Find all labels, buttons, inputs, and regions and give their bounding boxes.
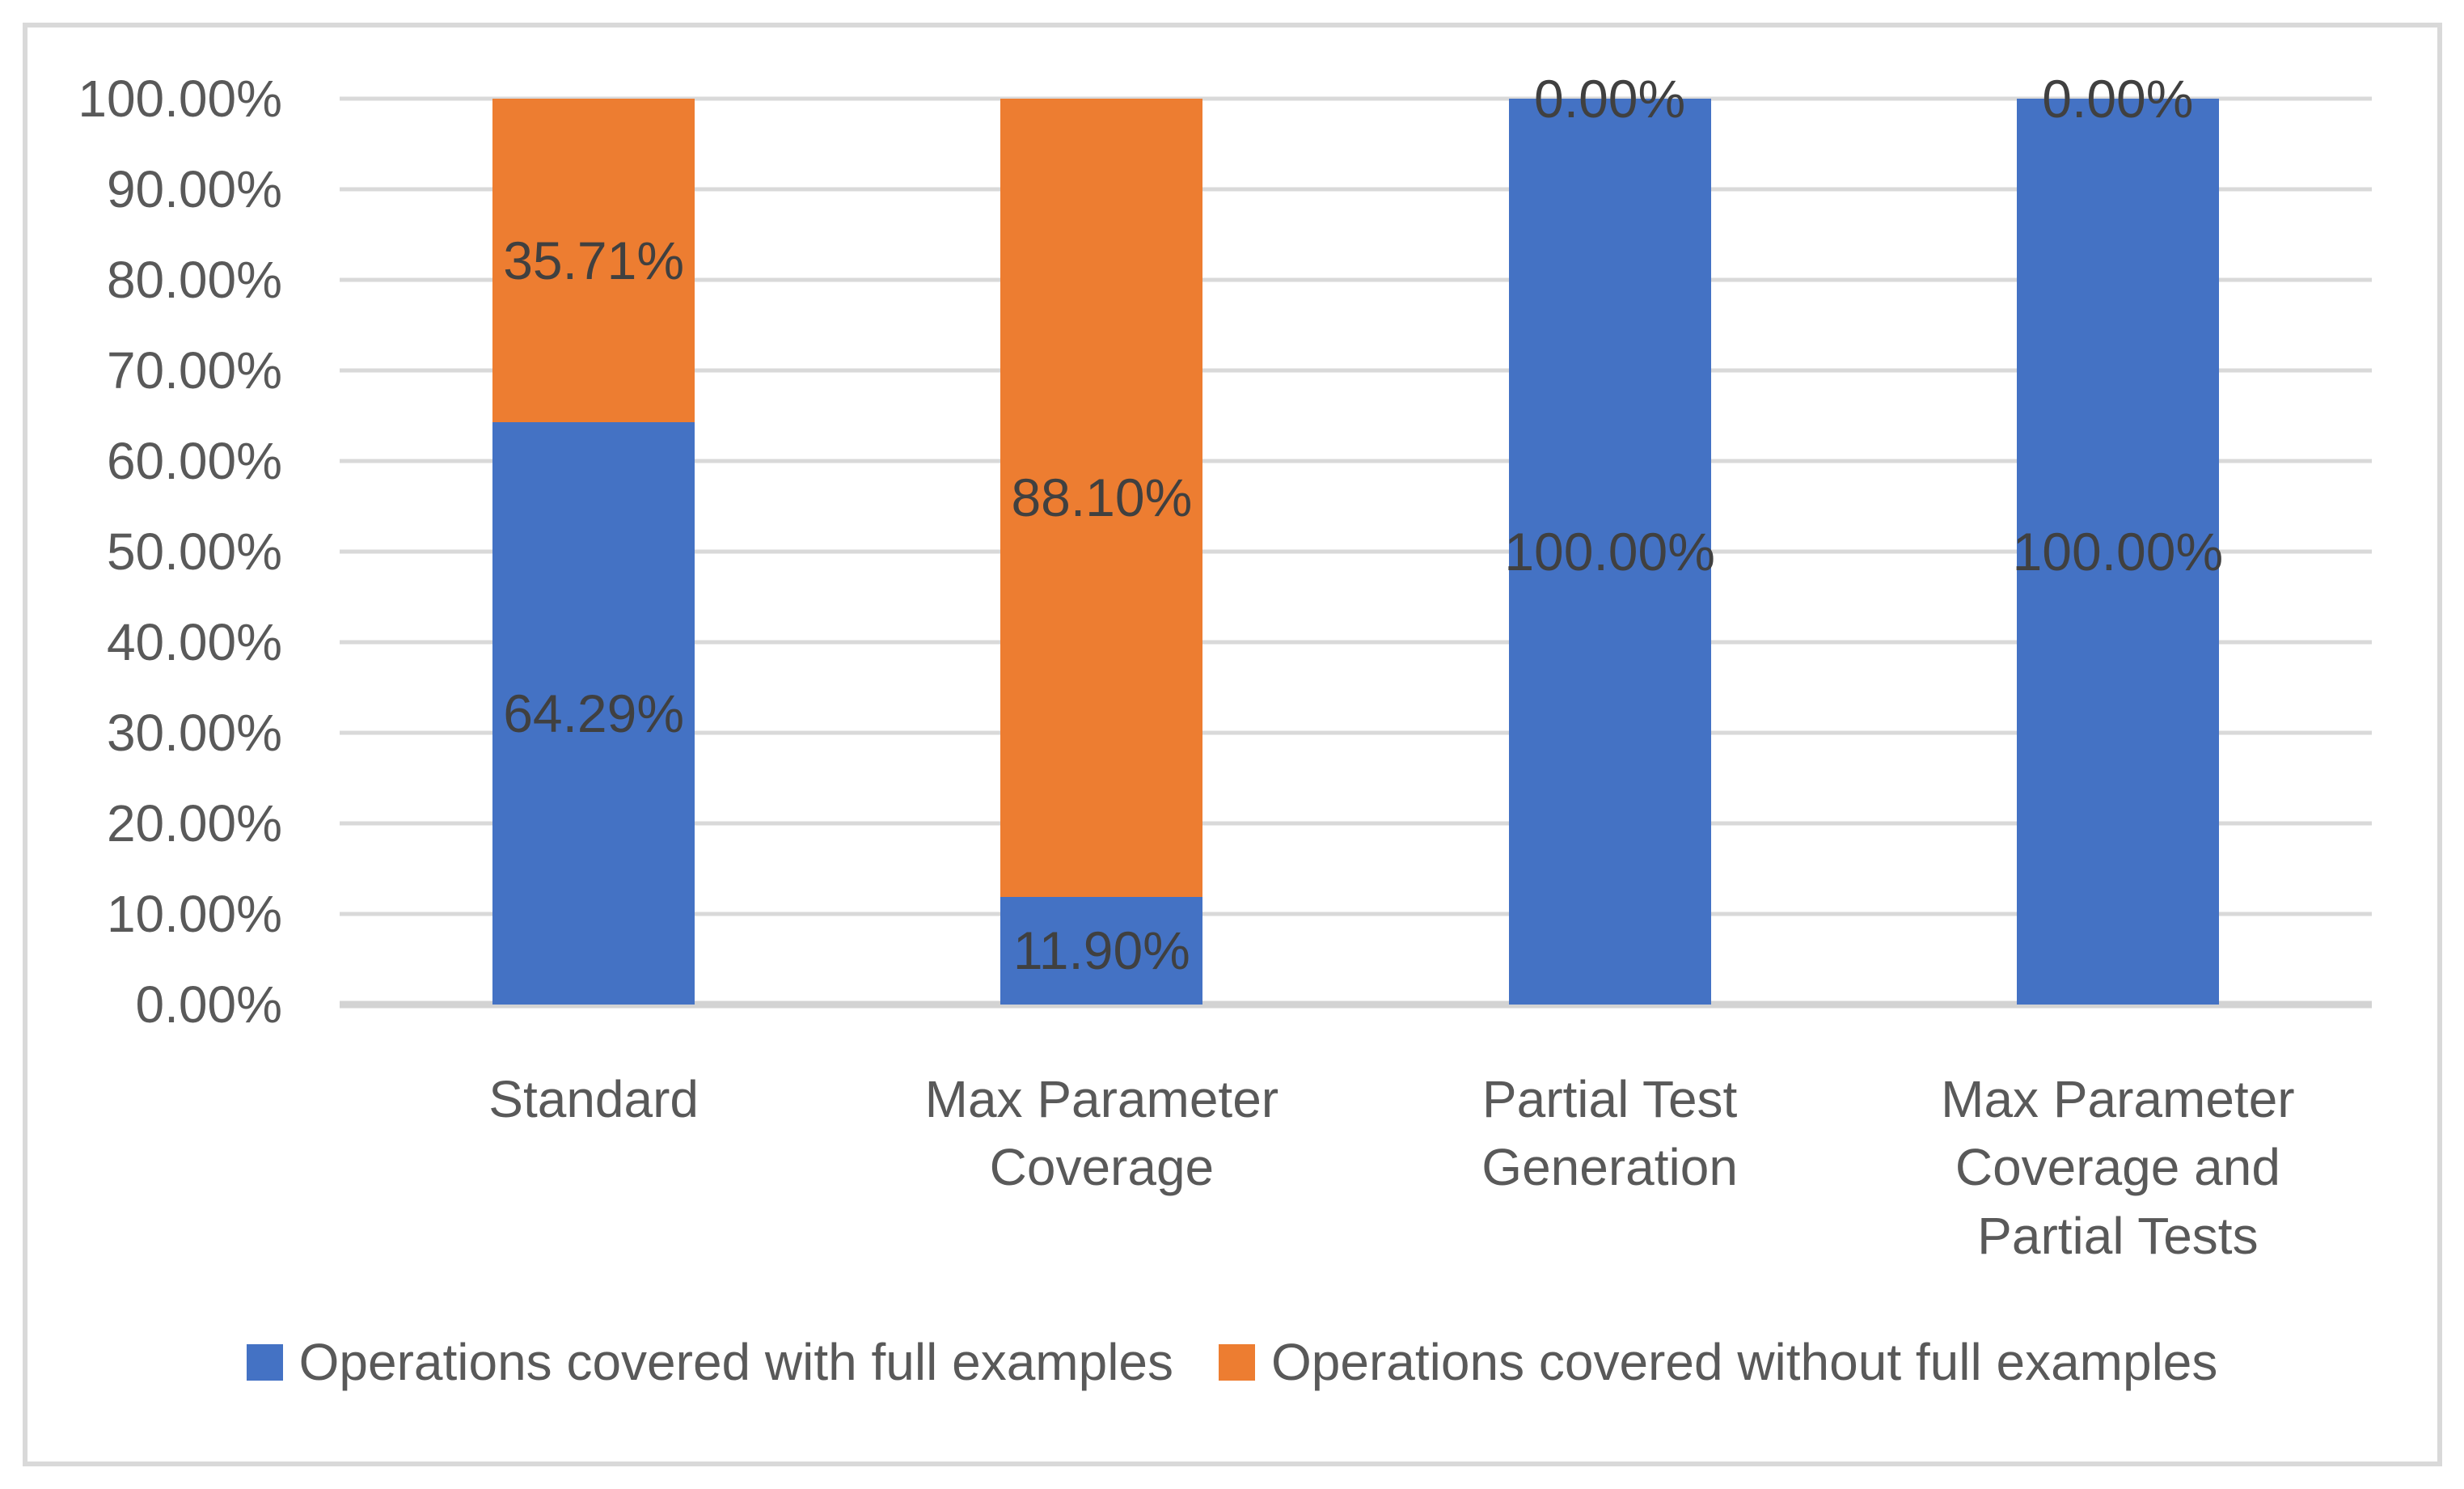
legend: Operations covered with full examples Ope… bbox=[0, 1336, 2464, 1388]
x-category-slot: Standard bbox=[340, 1065, 847, 1270]
data-label: 0.00% bbox=[1534, 69, 1686, 129]
y-tick-label: 100.00% bbox=[78, 70, 282, 128]
bar-segment bbox=[1508, 99, 1711, 1005]
y-tick-label: 0.00% bbox=[135, 975, 282, 1034]
y-tick-label: 40.00% bbox=[106, 613, 282, 671]
legend-item: Operations covered with full examples bbox=[246, 1333, 1174, 1391]
bars-layer: 64.29% 35.71% 11.90% 88.10% 100.00% 0.00% 100.… bbox=[340, 72, 2372, 1005]
bar-segment bbox=[492, 421, 695, 1005]
grid-layer bbox=[340, 96, 2372, 1009]
gridline bbox=[340, 187, 2372, 192]
gridline bbox=[340, 912, 2372, 916]
bar bbox=[2016, 99, 2219, 1005]
bar-slot: 100.00% 0.00% bbox=[1356, 72, 1864, 1005]
legend-item: Operations covered without full examples bbox=[1219, 1336, 2217, 1388]
bar bbox=[1000, 99, 1203, 1005]
bar-slot: 11.90% 88.10% bbox=[847, 99, 1355, 1005]
gridline bbox=[340, 277, 2372, 282]
y-tick-label: 70.00% bbox=[106, 341, 282, 400]
legend-label: Operations covered without full examples bbox=[1271, 1333, 2218, 1391]
legend-swatch bbox=[246, 1343, 283, 1381]
gridline bbox=[340, 459, 2372, 463]
bar-slot: 64.29% 35.71% bbox=[340, 99, 847, 1005]
x-axis: Standard Max Parameter Coverage Partial Te… bbox=[340, 1065, 2372, 1270]
y-tick-label: 60.00% bbox=[106, 432, 282, 490]
category-label: Max Parameter Coverage and Partial Tests bbox=[1941, 1070, 2295, 1265]
y-tick-label: 50.00% bbox=[106, 522, 282, 581]
legend-swatch bbox=[1219, 1343, 1256, 1381]
bar-segment bbox=[1000, 896, 1203, 1005]
y-tick-label: 90.00% bbox=[106, 160, 282, 218]
y-tick-label: 30.00% bbox=[106, 704, 282, 762]
gridline bbox=[340, 1000, 2372, 1009]
legend-label: Operations covered with full examples bbox=[298, 1333, 1174, 1391]
bar-segment bbox=[2016, 99, 2219, 1005]
category-label: Partial Test Generation bbox=[1481, 1070, 1738, 1197]
y-axis: 0.00% 10.00% 20.00% 30.00% 40.00% 50.00% 60.00… bbox=[0, 73, 282, 1030]
x-category-slot: Partial Test Generation bbox=[1356, 1065, 1864, 1270]
plot-area: 64.29% 35.71% 11.90% 88.10% 100.00% 0.00% 100.… bbox=[340, 72, 2372, 1009]
gridline bbox=[340, 368, 2372, 373]
y-tick-label: 20.00% bbox=[106, 794, 282, 852]
data-label: 64.29% bbox=[503, 683, 685, 743]
bar-slot: 100.00% 0.00% bbox=[1864, 72, 2372, 1005]
bar bbox=[1508, 99, 1711, 1005]
data-label: 35.71% bbox=[503, 230, 685, 290]
gridline bbox=[340, 730, 2372, 735]
data-label: 100.00% bbox=[2012, 522, 2224, 582]
bar bbox=[492, 99, 695, 1005]
bar-segment bbox=[492, 99, 695, 422]
category-label: Max Parameter Coverage bbox=[924, 1070, 1279, 1197]
data-label: 0.00% bbox=[2042, 69, 2194, 129]
bar-segment bbox=[1000, 99, 1203, 897]
data-label: 88.10% bbox=[1011, 467, 1193, 528]
gridline bbox=[340, 821, 2372, 826]
category-label: Standard bbox=[488, 1070, 699, 1128]
data-label: 11.90% bbox=[1012, 920, 1190, 981]
gridline bbox=[340, 640, 2372, 645]
x-category-slot: Max Parameter Coverage bbox=[847, 1065, 1355, 1270]
gridline bbox=[340, 549, 2372, 554]
y-tick-label: 10.00% bbox=[106, 885, 282, 943]
x-category-slot: Max Parameter Coverage and Partial Tests bbox=[1864, 1065, 2372, 1270]
y-tick-label: 80.00% bbox=[106, 251, 282, 309]
gridline bbox=[340, 96, 2372, 101]
data-label: 100.00% bbox=[1504, 522, 1715, 582]
